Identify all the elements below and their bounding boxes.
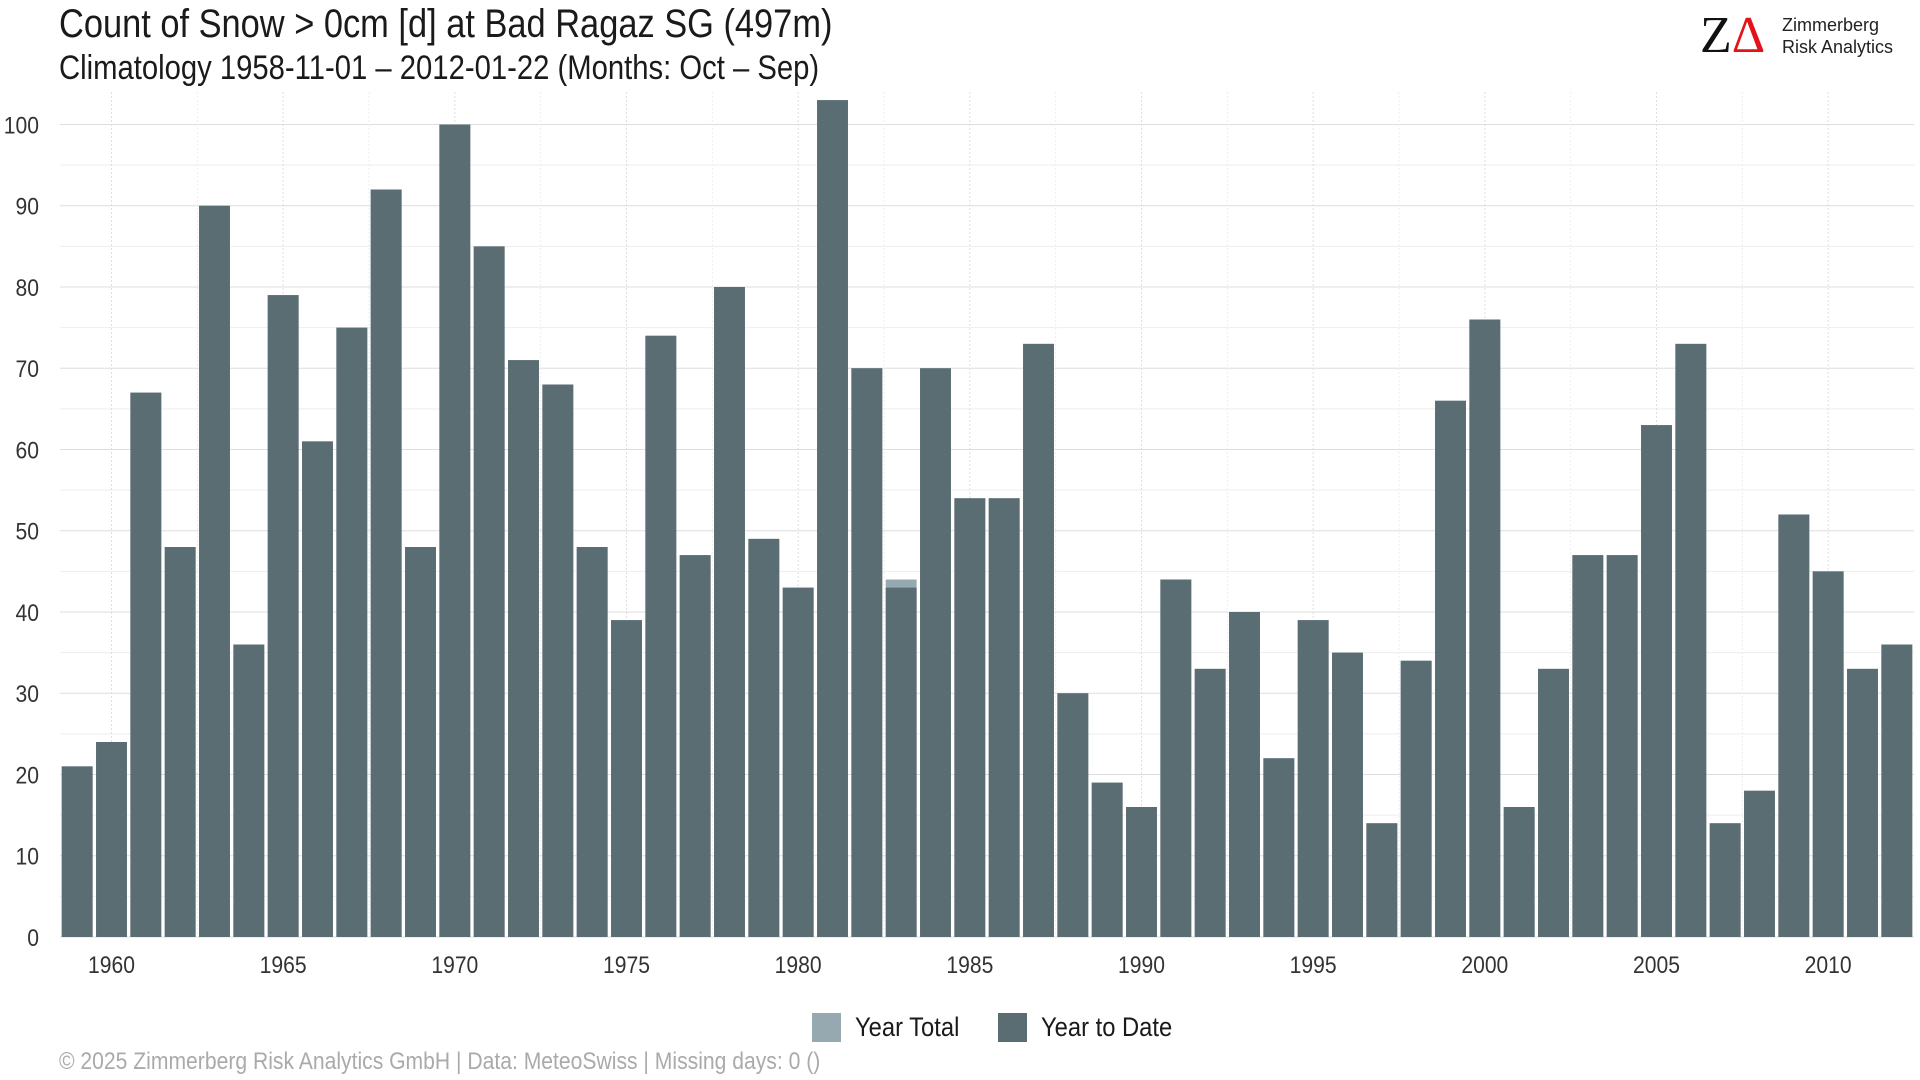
bar-year-to-date-1998 [1400,660,1432,937]
bar-year-to-date-1996 [1332,652,1363,937]
bar-year-to-date-1990 [1126,807,1157,937]
x-tick-label: 2010 [1805,952,1852,979]
bar-year-to-date-2012 [1881,644,1913,937]
bar-year-to-date-1961 [130,392,162,937]
y-tick-label: 70 [16,356,39,383]
bars-year-to-date [61,100,1913,937]
y-tick-label: 60 [16,437,39,464]
legend-swatch-year-to-date [998,1013,1028,1042]
bar-year-to-date-1963 [199,205,230,937]
x-tick-label: 1980 [775,952,822,979]
chart-subtitle: Climatology 1958-11-01 – 2012-01-22 (Mon… [59,49,820,87]
bar-year-to-date-1981 [817,100,848,937]
y-tick-label: 20 [16,762,39,789]
bar-year-to-date-1989 [1091,782,1123,937]
bar-year-to-date-1988 [1057,693,1089,937]
bar-year-to-date-2001 [1503,807,1535,937]
bar-year-to-date-2003 [1572,555,1604,937]
bar-year-to-date-1982 [851,368,883,937]
bar-year-to-date-1973 [542,384,574,937]
bar-year-to-date-1969 [405,547,436,937]
y-tick-label: 50 [16,519,39,546]
legend-label-year-to-date: Year to Date [1041,1012,1173,1042]
y-tick-label: 10 [16,844,39,871]
x-tick-label: 2005 [1633,952,1680,979]
y-tick-label: 90 [16,194,39,221]
bar-year-to-date-1999 [1435,400,1466,937]
bar-year-to-date-2007 [1709,823,1741,937]
x-tick-label: 1965 [260,952,307,979]
bar-year-to-date-1992 [1194,668,1226,937]
bar-year-to-date-2011 [1847,668,1878,937]
legend-item-year-total[interactable]: Year Total [812,1012,974,1043]
x-tick-label: 1985 [946,952,993,979]
bar-year-to-date-1959 [61,766,93,937]
bar-year-to-date-1987 [1023,343,1054,937]
logo-line-1: Zimmerberg [1782,15,1880,35]
x-tick-label: 1970 [431,952,478,979]
bar-year-to-date-1994 [1263,758,1295,937]
bar-year-to-date-1995 [1297,620,1329,937]
chart-legend: Year Total Year to Date [812,1012,1210,1046]
bar-year-to-date-1974 [576,547,608,937]
logo-line-2: Risk Analytics [1782,37,1894,57]
x-axis-tick-labels: 1960 1965 1970 1975 1980 1985 1990 1995 2000 2005… [88,952,1852,979]
bar-year-to-date-1985 [954,498,986,937]
logo-text: Zimmerberg Risk Analytics [1782,14,1893,58]
bar-year-to-date-1971 [473,246,505,937]
bar-year-to-date-2000 [1469,319,1501,937]
bar-year-to-date-1976 [645,335,677,937]
footer-credits: © 2025 Zimmerberg Risk Analytics GmbH | … [59,1048,821,1075]
bar-year-to-date-1960 [96,742,127,937]
bar-year-to-date-1983 [885,587,917,937]
bar-year-to-date-1978 [714,287,745,937]
bar-year-to-date-1962 [164,547,196,937]
bar-year-to-date-1967 [336,327,368,937]
bar-year-to-date-1986 [988,498,1020,937]
x-tick-label: 1960 [88,952,135,979]
x-tick-label: 1975 [603,952,650,979]
company-logo: ZΔ Zimmerberg Risk Analytics [1700,8,1900,68]
y-tick-label: 40 [16,600,39,627]
bar-year-to-date-2002 [1538,668,1569,937]
bar-year-to-date-2009 [1778,514,1810,937]
x-tick-label: 2000 [1461,952,1508,979]
bar-year-to-date-1966 [302,441,333,937]
y-tick-label: 80 [16,275,39,302]
bar-year-to-date-1964 [233,644,265,937]
bar-year-to-date-2005 [1641,425,1672,937]
bar-year-to-date-2010 [1812,571,1844,937]
bar-year-to-date-2004 [1606,555,1638,937]
bar-year-to-date-1980 [782,587,814,937]
legend-label-year-total: Year Total [855,1012,960,1042]
bar-year-to-date-1984 [920,368,951,937]
y-tick-label: 100 [4,112,39,139]
bar-year-to-date-1970 [439,124,471,937]
bar-year-to-date-1972 [508,360,539,937]
bar-year-to-date-2008 [1744,790,1775,937]
x-tick-label: 1990 [1118,952,1165,979]
bar-year-to-date-1993 [1229,612,1260,937]
bar-year-to-date-1965 [267,295,299,937]
bar-year-to-date-2006 [1675,343,1707,937]
bar-year-to-date-1968 [370,189,402,937]
legend-item-year-to-date[interactable]: Year to Date [998,1012,1190,1043]
legend-swatch-year-total [812,1013,841,1042]
y-tick-label: 0 [27,925,39,952]
bar-year-to-date-1975 [611,620,642,937]
bar-year-to-date-1977 [679,555,711,937]
x-tick-label: 1995 [1290,952,1337,979]
bar-year-to-date-1991 [1160,579,1192,937]
logo-mark-icon: ZΔ [1700,7,1766,64]
bar-year-to-date-1997 [1366,823,1398,937]
bar-year-to-date-1979 [748,538,780,937]
chart-title: Count of Snow > 0cm [d] at Bad Ragaz SG … [59,2,833,46]
y-tick-label: 30 [16,681,39,708]
y-axis-tick-labels: 0 10 20 30 40 50 60 70 80 90 100 [4,112,39,951]
